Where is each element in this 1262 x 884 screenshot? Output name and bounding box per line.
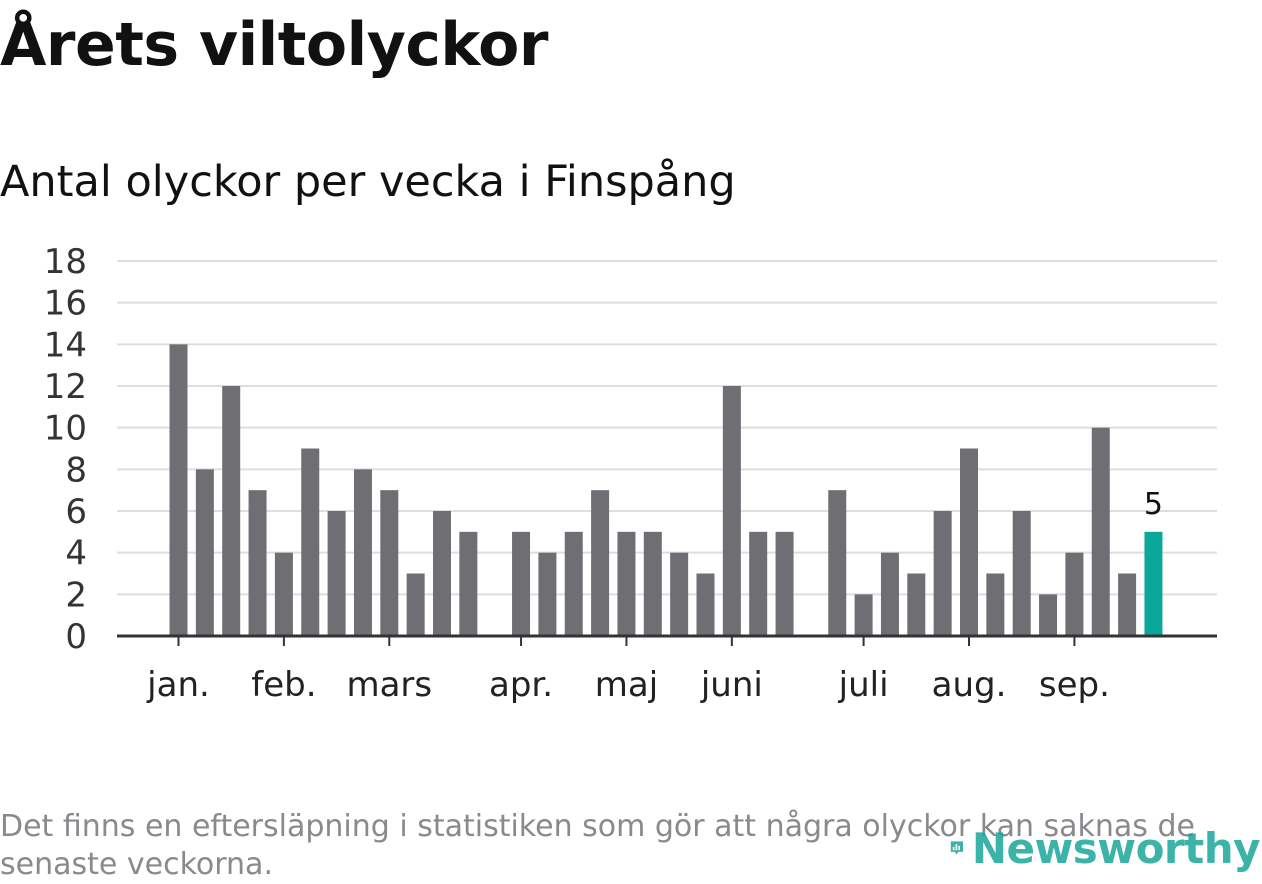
bar — [854, 594, 873, 636]
x-tick-label: apr. — [489, 665, 553, 705]
x-tick-label: juli — [838, 665, 889, 705]
grid-layer — [117, 260, 1217, 596]
bar — [222, 386, 241, 636]
newsworthy-logo-icon — [950, 841, 963, 855]
bar — [722, 386, 741, 636]
bar — [880, 552, 899, 636]
bar — [696, 573, 715, 636]
footnote: Det finns en eftersläpning i statistiken… — [0, 809, 1195, 882]
y-tick-label: 16 — [44, 284, 87, 324]
bar — [828, 490, 847, 636]
bar — [1091, 427, 1110, 636]
bar — [301, 448, 320, 636]
bar — [327, 511, 346, 636]
x-axis: jan. feb. mars apr. maj juni juli aug. sep. — [146, 636, 1110, 705]
bar — [195, 469, 214, 636]
bar — [1118, 573, 1137, 636]
bar — [169, 344, 188, 636]
y-tick-label: 2 — [65, 575, 87, 615]
bar — [274, 552, 293, 636]
bar — [1039, 594, 1058, 636]
bar — [960, 448, 978, 636]
bar — [380, 490, 399, 636]
y-tick-label: 8 — [65, 450, 87, 490]
bar — [248, 490, 267, 636]
bar — [406, 573, 425, 636]
x-tick-label: mars — [346, 665, 432, 705]
bar-series — [169, 344, 1163, 636]
y-tick-label: 10 — [44, 409, 87, 449]
y-tick-label: 12 — [44, 367, 87, 407]
bar — [433, 511, 451, 636]
y-tick-label: 14 — [44, 325, 87, 365]
y-tick-label: 6 — [65, 492, 87, 532]
bar — [1065, 552, 1084, 636]
x-tick-label: feb. — [251, 665, 316, 705]
x-tick-label: jan. — [146, 665, 210, 705]
bar — [749, 531, 768, 636]
bar — [459, 531, 478, 636]
bar — [617, 531, 636, 636]
bar — [907, 573, 926, 636]
bar — [538, 552, 557, 636]
bar — [353, 469, 372, 636]
bar — [564, 531, 583, 636]
x-tick-label: aug. — [932, 665, 1007, 705]
y-tick-label: 18 — [44, 242, 87, 282]
data-labels: 5 — [1144, 487, 1163, 522]
bar — [643, 531, 662, 636]
bar — [512, 531, 531, 636]
bar — [670, 552, 689, 636]
bar-value-label: 5 — [1144, 487, 1163, 522]
bar — [591, 490, 610, 636]
bar — [775, 531, 794, 636]
bar — [986, 573, 1005, 636]
bar-current-week — [1144, 531, 1163, 636]
y-tick-label: 4 — [65, 534, 87, 574]
x-tick-label: juni — [700, 665, 763, 705]
x-tick-label: sep. — [1039, 665, 1110, 705]
x-tick-label: maj — [595, 665, 658, 705]
logo-text: Newsworthy — [971, 823, 1261, 873]
bar — [933, 511, 952, 636]
newsworthy-logo: Newsworthy — [950, 820, 1261, 876]
y-tick-label: 0 — [65, 617, 87, 657]
bar — [1012, 511, 1031, 636]
chart-subtitle: Antal olyckor per vecka i Finspång — [0, 157, 736, 207]
chart-title: Årets viltolyckor — [0, 10, 549, 80]
